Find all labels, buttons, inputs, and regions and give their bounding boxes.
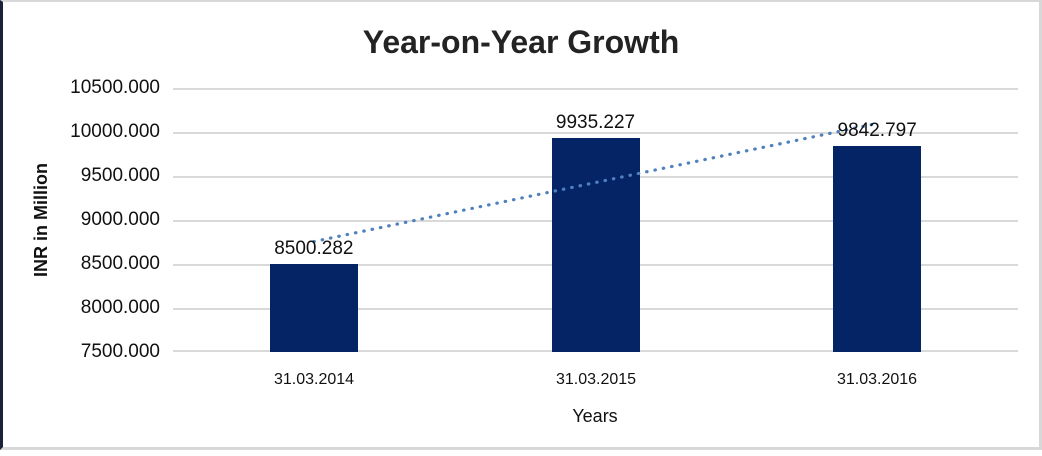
trendline-dotted-line — [312, 121, 879, 244]
y-axis-tick-label: 8500.000 — [80, 253, 160, 274]
x-axis-title: Years — [572, 406, 618, 426]
trendline — [312, 121, 879, 244]
y-axis-tick-label: 10000.000 — [70, 121, 160, 142]
bar-value-label: 8500.282 — [274, 237, 354, 259]
x-axis-tick-label: 31.03.2014 — [273, 371, 355, 388]
bar-2016 — [833, 145, 922, 352]
gridline — [173, 132, 1018, 134]
y-axis-tick-label: 9000.000 — [80, 209, 160, 230]
y-axis-tick-label: 9500.000 — [80, 165, 160, 186]
x-axis-tick-label: 31.03.2015 — [555, 371, 637, 388]
y-axis-tick-label: 7500.000 — [80, 341, 160, 362]
chart-title: Year-on-Year Growth — [362, 24, 680, 60]
bar-2014 — [269, 263, 358, 352]
bar-value-label: 9935.227 — [555, 111, 636, 133]
bar-2015 — [551, 137, 640, 352]
gridline — [173, 88, 1018, 90]
bar-value-label: 9842.797 — [837, 119, 917, 141]
plot-area: 8500.282 9935.227 9842.797 — [173, 88, 1018, 352]
y-axis-tick-label: 10500.000 — [70, 77, 160, 98]
x-axis-tick-label: 31.03.2016 — [836, 371, 918, 388]
y-axis-tick-label: 8000.000 — [80, 297, 160, 318]
